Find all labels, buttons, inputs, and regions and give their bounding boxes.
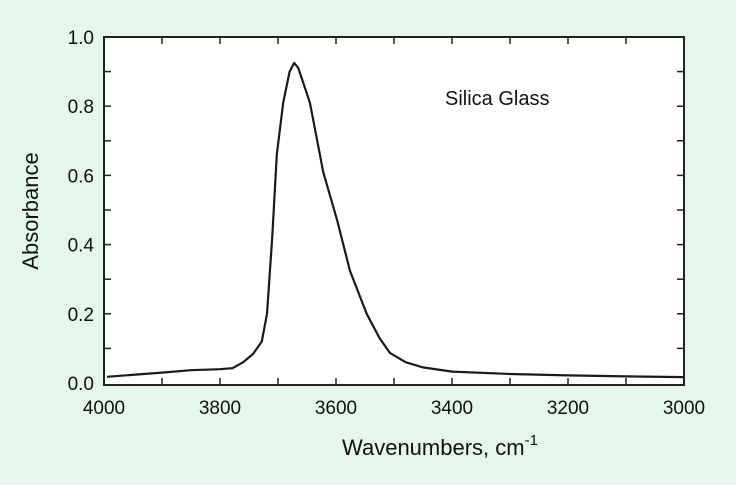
y-tick-label: 0.0 — [68, 374, 94, 395]
annotation-silica-glass: Silica Glass — [445, 88, 549, 110]
plot-area — [103, 36, 685, 386]
x-axis-label-text: Wavenumbers, cm — [342, 435, 525, 460]
y-tick-label: 0.8 — [68, 97, 94, 118]
x-tick-label: 3600 — [315, 398, 357, 419]
x-tick-label: 3800 — [199, 398, 241, 419]
x-tick-label: 4000 — [83, 398, 125, 419]
x-tick-label: 3400 — [431, 398, 473, 419]
y-tick-label: 0.2 — [68, 305, 94, 326]
x-axis-label-superscript: -1 — [525, 432, 538, 449]
spectrum-line — [106, 61, 685, 379]
y-tick-label: 1.0 — [68, 28, 94, 49]
y-tick-label: 0.4 — [68, 236, 95, 257]
x-axis-label: Wavenumbers, cm-1 — [342, 432, 538, 460]
y-tick-label: 0.6 — [68, 166, 94, 187]
x-tick-label: 3000 — [663, 398, 705, 419]
y-axis-label: Absorbance — [18, 152, 43, 269]
x-tick-label: 3200 — [547, 398, 589, 419]
